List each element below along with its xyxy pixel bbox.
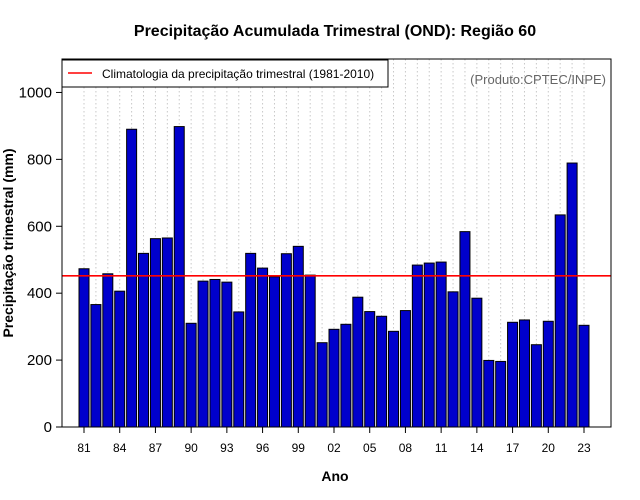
- bar-21: [554, 214, 566, 428]
- x-tick-label: 08: [399, 441, 413, 455]
- x-axis: 81 84 87 90 93 96 99 02 05 08 11 14 17 20 23: [77, 427, 591, 455]
- y-axis-title: Precipitação trimestral (mm): [0, 148, 16, 337]
- bar-99: [292, 245, 304, 428]
- bar-91: [197, 280, 209, 428]
- bar-98: [280, 253, 292, 428]
- bar-15: [483, 359, 495, 428]
- bar-83: [102, 273, 114, 428]
- bar-22: [566, 162, 578, 428]
- y-tick-label: 800: [27, 151, 52, 168]
- legend: Climatologia da precipitação trimestral …: [61, 59, 389, 88]
- bar-84: [114, 290, 126, 428]
- x-tick-label: 20: [542, 441, 556, 455]
- x-tick-label: 96: [256, 441, 270, 455]
- bar-03: [340, 323, 352, 428]
- bar-13: [459, 231, 471, 428]
- bar-20: [542, 320, 554, 428]
- bar-09: [411, 264, 423, 428]
- bar-08: [399, 310, 411, 428]
- bar-81: [78, 268, 90, 428]
- chart-title: Precipitação Acumulada Trimestral (OND):…: [134, 23, 536, 40]
- bar-92: [209, 278, 221, 428]
- y-tick-label: 1000: [19, 84, 52, 101]
- y-tick-label: 400: [27, 285, 52, 302]
- bar-02: [328, 328, 340, 428]
- legend-label: Climatologia da precipitação trimestral …: [102, 67, 374, 81]
- bar-14: [471, 297, 483, 428]
- bar-23: [578, 324, 590, 428]
- bar-90: [185, 322, 197, 428]
- x-tick-label: 99: [292, 441, 306, 455]
- bar-01: [316, 342, 328, 428]
- y-tick-label: 200: [27, 352, 52, 369]
- x-tick-label: 11: [435, 441, 448, 455]
- x-tick-label: 02: [327, 441, 341, 455]
- bar-18: [518, 319, 530, 428]
- bar-86: [138, 252, 150, 428]
- bar-82: [90, 304, 102, 428]
- bar-85: [126, 128, 138, 428]
- legend-box: [61, 59, 389, 88]
- bar-05: [364, 311, 376, 428]
- bar-97: [268, 276, 280, 428]
- bar-04: [352, 296, 364, 428]
- x-tick-label: 87: [149, 441, 163, 455]
- x-tick-label: 17: [506, 441, 520, 455]
- x-tick-label: 84: [113, 441, 127, 455]
- bar-95: [245, 252, 257, 428]
- credit-text: (Produto:CPTEC/INPE): [470, 72, 606, 87]
- bar-07: [388, 330, 400, 428]
- bar-87: [149, 238, 161, 428]
- bar-17: [507, 321, 519, 428]
- bar-12: [447, 291, 459, 428]
- bar-10: [423, 262, 435, 428]
- bar-88: [161, 237, 173, 428]
- x-tick-label: 81: [77, 441, 91, 455]
- y-tick-label: 600: [27, 218, 52, 235]
- bar-06: [376, 315, 388, 428]
- bar-00: [304, 274, 316, 428]
- y-tick-label: 0: [44, 419, 52, 436]
- bar-96: [257, 267, 269, 428]
- x-tick-label: 05: [363, 441, 377, 455]
- plot-frame: [61, 58, 612, 428]
- bar-16: [495, 360, 507, 428]
- bar-94: [233, 311, 245, 428]
- bar-89: [173, 126, 185, 428]
- bar-93: [221, 281, 233, 428]
- y-axis: 0 200 400 600 800 1000: [19, 84, 62, 436]
- x-axis-title: Ano: [321, 468, 348, 484]
- bars: [78, 126, 590, 428]
- bar-19: [530, 344, 542, 428]
- x-tick-label: 23: [577, 441, 591, 455]
- x-tick-label: 14: [470, 441, 484, 455]
- bar-11: [435, 261, 447, 428]
- x-tick-label: 90: [184, 441, 198, 455]
- x-tick-label: 93: [220, 441, 234, 455]
